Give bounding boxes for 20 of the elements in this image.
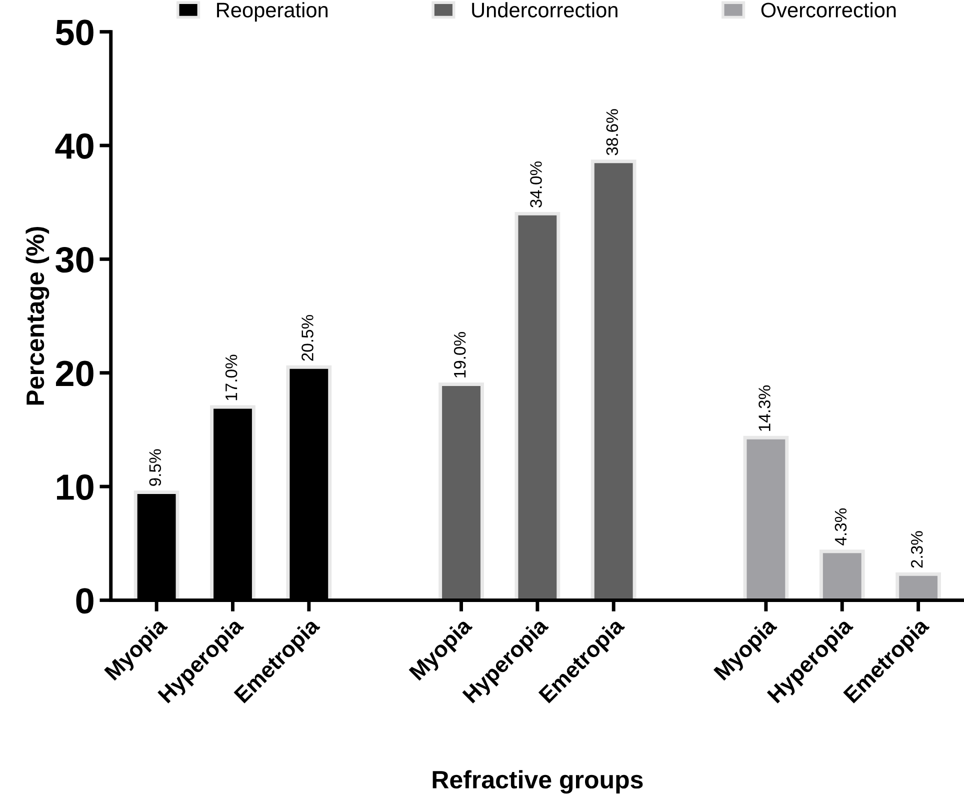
x-axis-title: Refractive groups (432, 770, 643, 794)
y-tick-label: 10 (57, 474, 94, 500)
y-tick-label: 20 (56, 360, 94, 386)
data-label: 19.0% (454, 332, 466, 378)
y-tick-label: 50 (56, 20, 94, 46)
legend-label: Undercorrection (472, 2, 618, 18)
data-label: 4.3% (834, 508, 847, 546)
data-label: 20.5% (302, 314, 314, 361)
y-tick-label: 40 (55, 133, 94, 159)
data-label: 17.0% (225, 354, 238, 400)
legend-label: Reoperation (217, 2, 328, 22)
data-label: 38.6% (606, 109, 618, 156)
data-label: 9.5% (149, 449, 162, 486)
y-axis-title: Percentage (%) (26, 226, 50, 405)
y-tick-label: 0 (76, 588, 94, 614)
data-label: 34.0% (530, 161, 542, 208)
data-label: 2.3% (910, 531, 923, 568)
data-label: 14.3% (758, 385, 770, 431)
legend-label: Overcorrection (761, 2, 896, 18)
y-tick-label: 30 (56, 247, 94, 273)
